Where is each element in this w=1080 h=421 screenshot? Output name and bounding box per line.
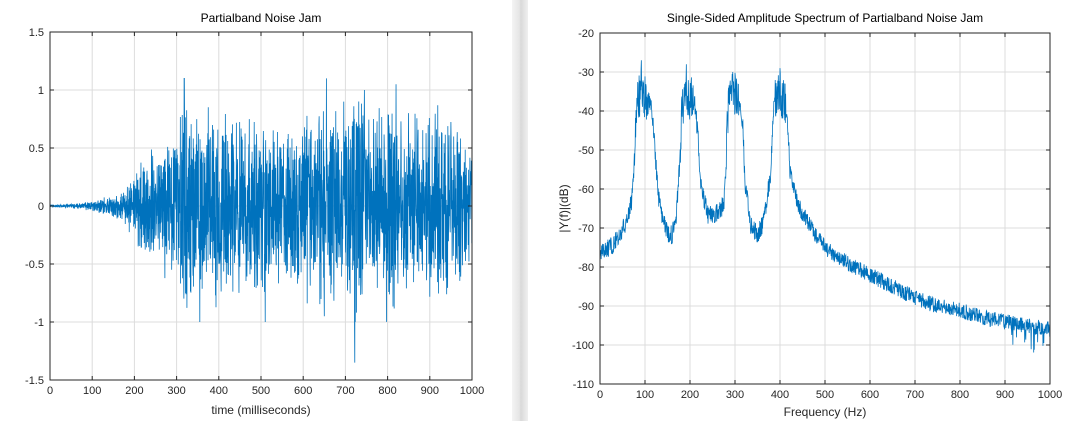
left-x-tick-label: 800 <box>378 385 396 397</box>
left-y-tick-label: 1 <box>38 85 44 97</box>
left-y-tick-label: 1.5 <box>29 27 44 39</box>
right-y-tick-label: -90 <box>578 301 594 313</box>
left-x-tick-label: 900 <box>421 385 439 397</box>
left-x-tick-label: 1000 <box>460 385 484 397</box>
right-x-tick-label: 300 <box>726 389 744 401</box>
right-y-tick-label: -30 <box>578 67 594 79</box>
panel-divider[interactable] <box>512 0 528 421</box>
right-y-axis-label: |Y(f)|(dB) <box>557 184 571 232</box>
left-title: Partialband Noise Jam <box>201 11 322 25</box>
right-x-axis-label: Frequency (Hz) <box>784 405 867 419</box>
right-x-tick-label: 600 <box>861 389 879 401</box>
right-y-tick-label: -20 <box>578 28 594 40</box>
right-y-tick-label: -60 <box>578 184 594 196</box>
left-y-tick-label: 0.5 <box>29 143 44 155</box>
right-x-tick-label: 800 <box>951 389 969 401</box>
right-x-tick-label: 100 <box>636 389 654 401</box>
left-x-tick-label: 500 <box>252 385 270 397</box>
left-y-tick-label: -0.5 <box>25 259 44 271</box>
right-y-tick-label: -70 <box>578 223 594 235</box>
right-x-tick-label: 400 <box>771 389 789 401</box>
left-y-tick-label: 0 <box>38 201 44 213</box>
right-y-tick-label: -80 <box>578 262 594 274</box>
right-y-tick-label: -100 <box>572 340 594 352</box>
right-x-tick-label: 0 <box>597 389 603 401</box>
right-x-tick-label: 700 <box>906 389 924 401</box>
left-x-tick-label: 700 <box>336 385 354 397</box>
left-x-tick-label: 100 <box>83 385 101 397</box>
right-y-tick-label: -50 <box>578 145 594 157</box>
left-y-tick-label: -1.5 <box>25 375 44 387</box>
chart-panel-time-domain: 0 100 200 300 400 500 600 700 800 900 1000 -1.5 -1 -0… <box>0 0 512 421</box>
left-y-tick-label: -1 <box>34 317 44 329</box>
spectrum-chart: 0 100 200 300 400 500 600 700 800 900 1000 -110 -100… <box>528 0 1080 421</box>
right-x-tick-label: 900 <box>996 389 1014 401</box>
left-x-tick-label: 600 <box>294 385 312 397</box>
time-domain-chart: 0 100 200 300 400 500 600 700 800 900 1000 -1.5 -1 -0… <box>0 0 512 421</box>
right-y-tick-label: -40 <box>578 106 594 118</box>
right-x-tick-label: 200 <box>681 389 699 401</box>
left-x-tick-label: 400 <box>210 385 228 397</box>
right-x-tick-label: 1000 <box>1038 389 1062 401</box>
left-x-tick-label: 300 <box>167 385 185 397</box>
chart-panel-spectrum: 0 100 200 300 400 500 600 700 800 900 1000 -110 -100… <box>528 0 1080 421</box>
left-x-axis-label: time (milliseconds) <box>211 403 310 417</box>
right-y-tick-label: -110 <box>573 379 594 391</box>
right-x-tick-label: 500 <box>816 389 834 401</box>
left-x-tick-label: 0 <box>47 385 53 397</box>
left-x-tick-label: 200 <box>125 385 143 397</box>
right-title: Single-Sided Amplitude Spectrum of Parti… <box>667 11 983 25</box>
